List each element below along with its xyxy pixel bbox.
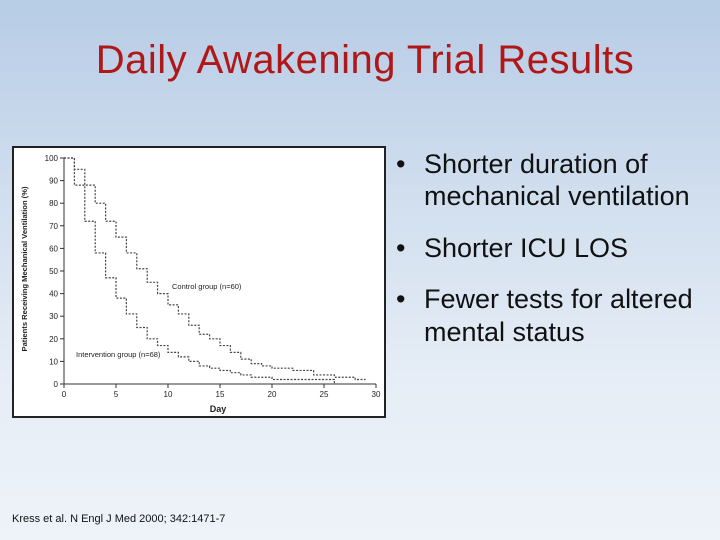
x-tick-label: 0 xyxy=(62,390,67,399)
bullet-icon: • xyxy=(396,284,406,315)
x-tick-label: 30 xyxy=(372,390,381,399)
y-tick-label: 0 xyxy=(54,380,59,389)
y-tick-label: 20 xyxy=(49,335,58,344)
bullet-item: • Fewer tests for altered mental status xyxy=(392,283,714,348)
y-tick-label: 40 xyxy=(49,290,58,299)
y-tick-label: 60 xyxy=(49,244,58,253)
chart-ticks: 0 10 20 30 40 50 60 70 80 90 100 0 5 10 15 20 25 30 xyxy=(45,154,381,399)
x-tick-label: 25 xyxy=(320,390,329,399)
y-tick-label: 30 xyxy=(49,312,58,321)
x-tick-label: 10 xyxy=(164,390,173,399)
x-tick-label: 20 xyxy=(268,390,277,399)
y-tick-label: 80 xyxy=(49,199,58,208)
bullet-icon: • xyxy=(396,149,406,179)
bullet-list: • Shorter duration of mechanical ventilat… xyxy=(392,148,714,367)
y-tick-label: 50 xyxy=(49,267,58,276)
intervention-group-annotation: Intervention group (n=68) xyxy=(76,350,161,359)
control-group-annotation: Control group (n=60) xyxy=(172,282,242,291)
bullet-item: • Shorter duration of mechanical ventilat… xyxy=(392,148,714,213)
x-axis-label: Day xyxy=(210,404,227,414)
bullet-text: Shorter duration of mechanical ventilati… xyxy=(424,149,690,212)
x-tick-label: 15 xyxy=(216,390,225,399)
chart-figure: 0 10 20 30 40 50 60 70 80 90 100 0 5 10 15 20 25 30 Patie… xyxy=(12,146,386,418)
y-tick-label: 70 xyxy=(49,222,58,231)
y-tick-label: 10 xyxy=(49,357,58,366)
bullet-item: • Shorter ICU LOS xyxy=(392,232,714,264)
bullet-text: Shorter ICU LOS xyxy=(424,232,629,263)
y-tick-label: 90 xyxy=(49,177,58,186)
slide-title: Daily Awakening Trial Results xyxy=(95,38,635,82)
control-group-line xyxy=(64,157,366,381)
x-tick-label: 5 xyxy=(114,390,119,399)
bullet-icon: • xyxy=(396,232,406,263)
intervention-group-line xyxy=(64,157,335,384)
bullet-text: Fewer tests for altered mental status xyxy=(424,284,693,347)
y-tick-label: 100 xyxy=(45,154,59,163)
chart-lines xyxy=(64,157,366,384)
survival-chart: 0 10 20 30 40 50 60 70 80 90 100 0 5 10 15 20 25 30 Patie… xyxy=(20,154,381,414)
citation: Kress et al. N Engl J Med 2000; 342:1471… xyxy=(12,513,226,525)
y-axis-label: Patients Receiving Mechanical Ventilatio… xyxy=(20,186,29,351)
